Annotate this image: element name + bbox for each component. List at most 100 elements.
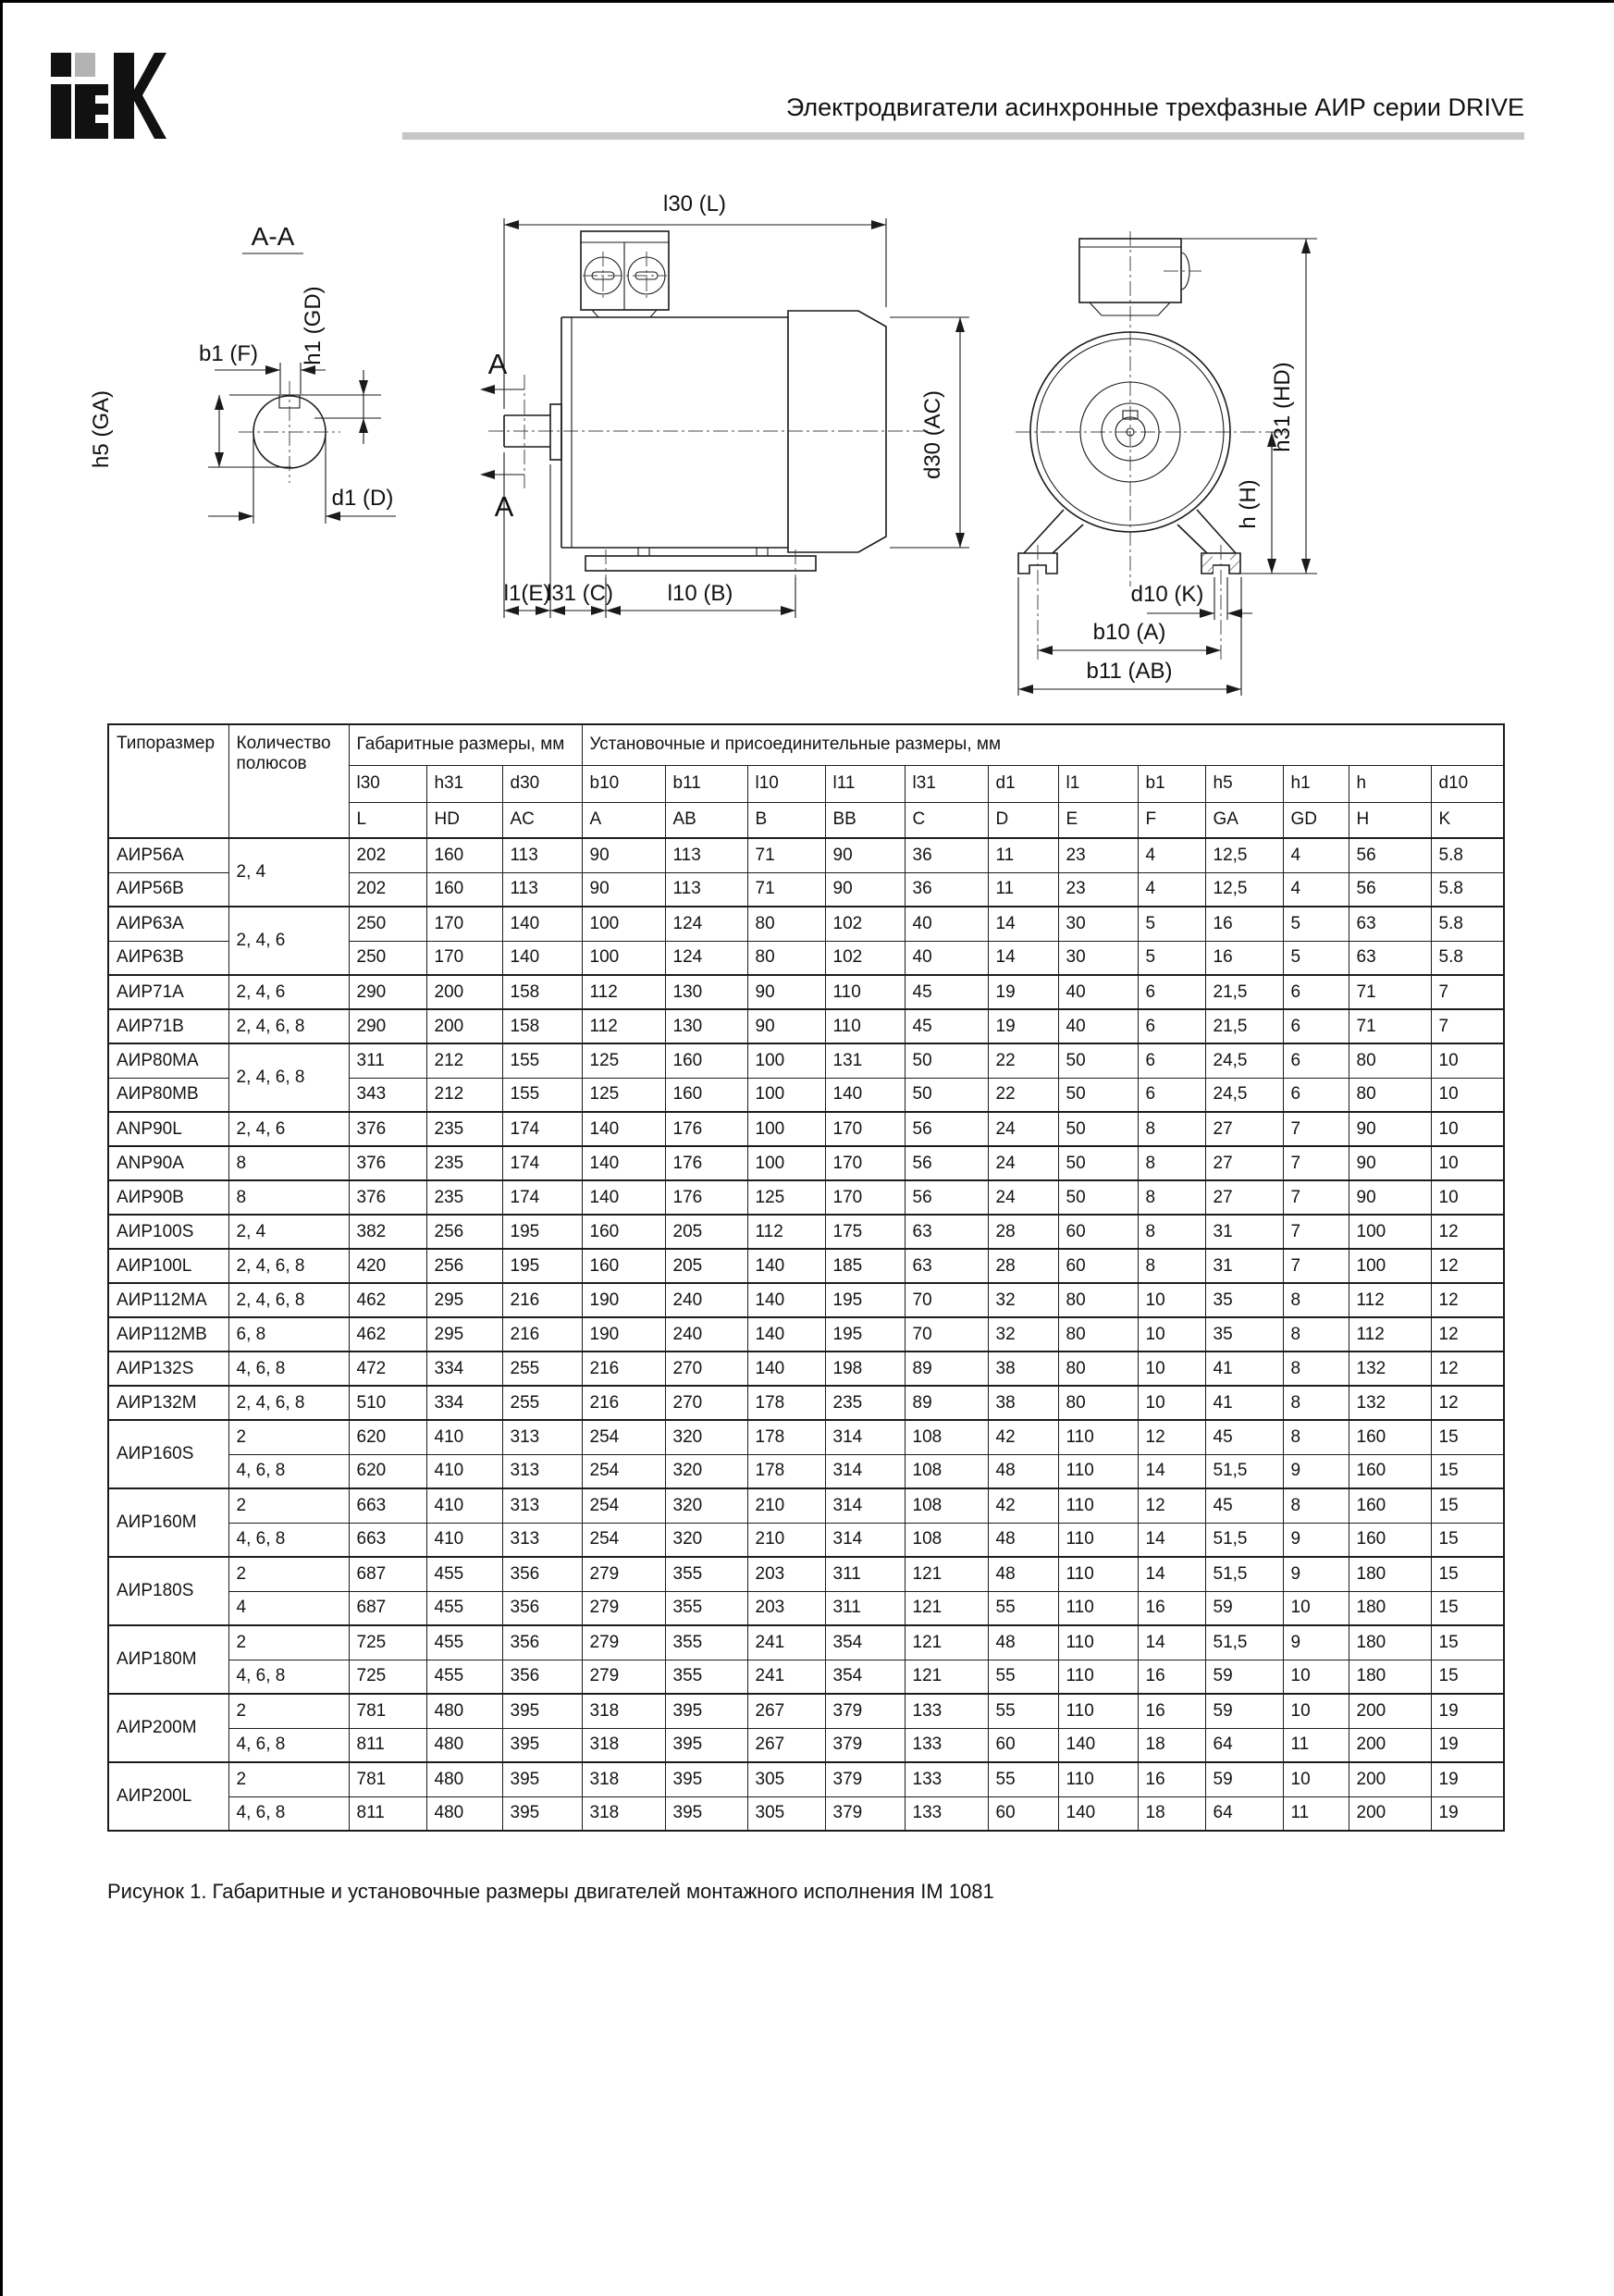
cell-l31: 50: [904, 1077, 989, 1113]
cell-l10: 80: [746, 906, 826, 942]
cell-type-size: АИР56В: [107, 871, 229, 907]
cell-h31: 200: [425, 974, 503, 1010]
cell-l10: 100: [746, 1145, 826, 1181]
cell-b10: 216: [581, 1351, 666, 1387]
cell-poles: 6, 8: [228, 1316, 350, 1352]
cell-l11: 131: [824, 1043, 906, 1079]
cell-h31: 256: [425, 1214, 503, 1250]
cell-l11: 170: [824, 1111, 906, 1147]
cell-h1: 10: [1282, 1693, 1349, 1729]
dim-label-b1: b1 (F): [199, 341, 258, 366]
cell-type-size: АИР160М: [107, 1487, 229, 1558]
cell-h5: 51,5: [1204, 1522, 1284, 1558]
cell-h: 160: [1348, 1487, 1432, 1524]
cell-l30: 202: [348, 871, 427, 907]
cell-d1: 24: [987, 1179, 1059, 1216]
cell-l31: 56: [904, 1179, 989, 1216]
cell-h: 160: [1348, 1419, 1432, 1455]
cell-l31: 108: [904, 1487, 989, 1524]
cell-h31: 334: [425, 1351, 503, 1387]
cell-d1: 38: [987, 1351, 1059, 1387]
cell-b11: 124: [664, 906, 748, 942]
cell-l11: 102: [824, 906, 906, 942]
cell-l10: 80: [746, 940, 826, 976]
cell-h1: 6: [1282, 1043, 1349, 1079]
section-title: A-A: [252, 222, 295, 251]
cell-l1: 140: [1057, 1796, 1139, 1832]
cell-b10: 318: [581, 1727, 666, 1763]
col-header-dim: b11: [664, 764, 748, 803]
col-header-letter: L: [348, 801, 427, 839]
cell-h31: 480: [425, 1796, 503, 1832]
cell-h31: 455: [425, 1659, 503, 1695]
cell-b11: 130: [664, 1008, 748, 1044]
cell-h5: 51,5: [1204, 1556, 1284, 1592]
cell-h5: 41: [1204, 1351, 1284, 1387]
cell-poles: 2: [228, 1624, 350, 1660]
cell-b1: 5: [1137, 940, 1206, 976]
cell-d10: 12: [1430, 1316, 1505, 1352]
cell-l1: 110: [1057, 1522, 1139, 1558]
cell-d1: 19: [987, 974, 1059, 1010]
cell-l11: 170: [824, 1145, 906, 1181]
cell-d10: 7: [1430, 974, 1505, 1010]
cell-h1: 5: [1282, 906, 1349, 942]
cell-h5: 41: [1204, 1385, 1284, 1421]
cell-b1: 6: [1137, 1008, 1206, 1044]
cell-poles: 2, 4, 6, 8: [228, 1282, 350, 1318]
cell-type-size: АИР71В: [107, 1008, 229, 1044]
cell-b1: 14: [1137, 1624, 1206, 1660]
cell-d30: 255: [501, 1351, 583, 1387]
cell-l31: 121: [904, 1590, 989, 1626]
cell-h: 71: [1348, 974, 1432, 1010]
cell-l30: 311: [348, 1043, 427, 1079]
col-header-letter: A: [581, 801, 666, 839]
cell-b10: 254: [581, 1453, 666, 1489]
dim-label-h1: h1 (GD): [301, 286, 326, 364]
cell-poles: 2: [228, 1693, 350, 1729]
cell-b1: 18: [1137, 1796, 1206, 1832]
cell-l11: 354: [824, 1659, 906, 1695]
cell-h31: 410: [425, 1453, 503, 1489]
dim-label-d30: d30 (AC): [920, 390, 945, 479]
cell-h1: 10: [1282, 1590, 1349, 1626]
cell-l10: 203: [746, 1590, 826, 1626]
cell-d1: 55: [987, 1659, 1059, 1695]
cell-h: 100: [1348, 1214, 1432, 1250]
cell-d10: 12: [1430, 1214, 1505, 1250]
cell-l1: 110: [1057, 1453, 1139, 1489]
cell-l1: 50: [1057, 1043, 1139, 1079]
cell-h5: 16: [1204, 940, 1284, 976]
dimensions-table: Типоразмер Количество полюсов Габаритные…: [107, 723, 1505, 1832]
cell-b1: 6: [1137, 1077, 1206, 1113]
cell-d30: 395: [501, 1796, 583, 1832]
cell-b10: 160: [581, 1248, 666, 1284]
cell-type-size: АИР112МА: [107, 1282, 229, 1318]
cell-h31: 334: [425, 1385, 503, 1421]
cell-b11: 205: [664, 1248, 748, 1284]
cell-l10: 112: [746, 1214, 826, 1250]
cell-d10: 15: [1430, 1522, 1505, 1558]
col-header-letter: AB: [664, 801, 748, 839]
cell-l1: 140: [1057, 1727, 1139, 1763]
cell-d10: 12: [1430, 1282, 1505, 1318]
cell-b11: 240: [664, 1282, 748, 1318]
cell-l1: 50: [1057, 1111, 1139, 1147]
cell-type-size: АИР80МВ: [107, 1077, 229, 1113]
cell-h1: 10: [1282, 1659, 1349, 1695]
cell-l30: 725: [348, 1624, 427, 1660]
cell-b11: 176: [664, 1111, 748, 1147]
cell-d30: 313: [501, 1522, 583, 1558]
cell-type-size: АИР132S: [107, 1351, 229, 1387]
cell-h5: 24,5: [1204, 1077, 1284, 1113]
cell-b1: 8: [1137, 1145, 1206, 1181]
cell-h: 180: [1348, 1624, 1432, 1660]
figure-caption: Рисунок 1. Габаритные и установочные раз…: [107, 1880, 994, 1903]
col-header-dim: d10: [1430, 764, 1505, 803]
cell-poles: 2, 4, 6: [228, 1111, 350, 1147]
cell-b11: 205: [664, 1214, 748, 1250]
cell-h: 180: [1348, 1659, 1432, 1695]
cell-h5: 64: [1204, 1727, 1284, 1763]
cell-l31: 133: [904, 1796, 989, 1832]
cell-l11: 354: [824, 1624, 906, 1660]
